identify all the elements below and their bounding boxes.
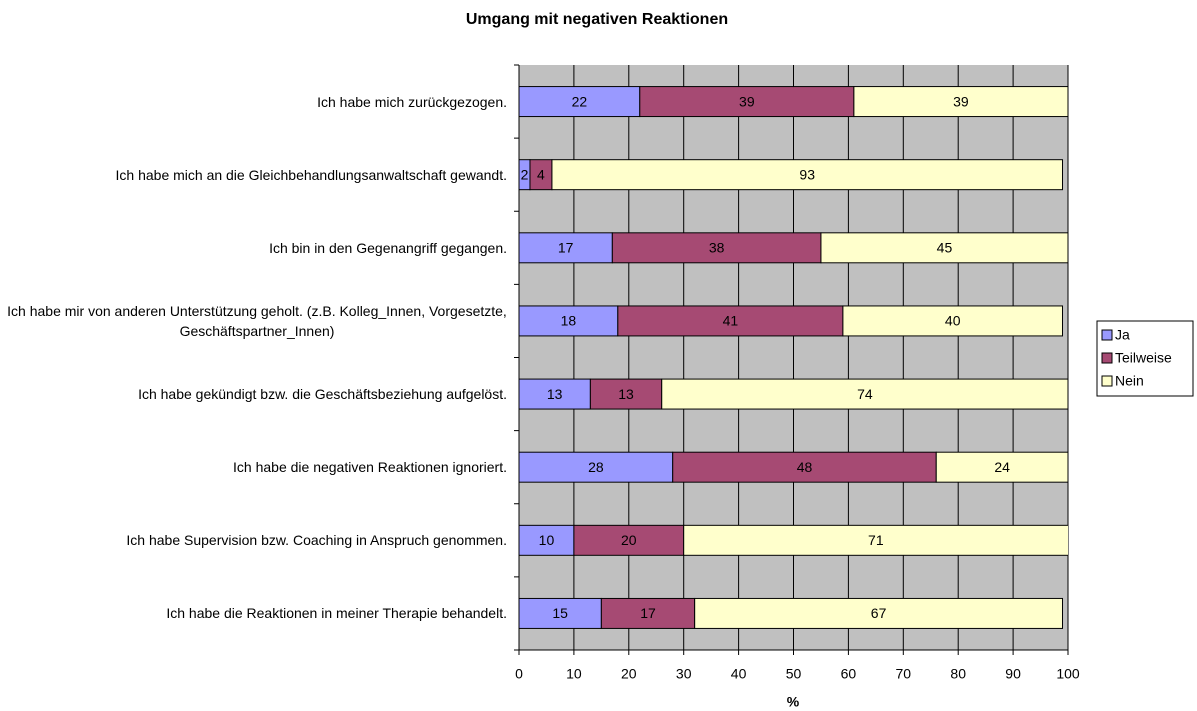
- data-label: 20: [621, 532, 637, 548]
- legend-label: Ja: [1115, 327, 1130, 343]
- category-text: Ich habe gekündigt bzw. die Geschäftsbez…: [138, 386, 507, 403]
- chart-title: Umgang mit negativen Reaktionen: [466, 11, 728, 28]
- bar-segment: [519, 451, 674, 483]
- category-text: Ich habe die negativen Reaktionen ignori…: [233, 459, 507, 476]
- data-label: 41: [723, 313, 739, 329]
- y-tick-label: Ich habe gekündigt bzw. die Geschäftsbez…: [7, 369, 507, 419]
- category-text: Ich bin in den Gegenangriff gegangen.: [269, 239, 507, 256]
- bar-segment: [589, 378, 663, 410]
- bar-segment: [639, 86, 855, 118]
- x-tick-label: 10: [566, 666, 582, 682]
- bar-segment: [935, 451, 1068, 483]
- category-text: Ich habe Supervision bzw. Coaching in An…: [126, 532, 507, 549]
- data-label: 15: [552, 605, 568, 621]
- bar-segment: [519, 524, 575, 556]
- data-label: 28: [588, 459, 604, 475]
- x-tick-label: 0: [515, 666, 523, 682]
- bar-segment: [519, 305, 619, 337]
- data-label: 22: [572, 93, 588, 109]
- legend-box: [1096, 320, 1194, 397]
- legend-swatch: [1101, 352, 1113, 364]
- data-label: 67: [871, 605, 887, 621]
- y-tick-label: Ich habe mir von anderen Unterstützung g…: [7, 296, 507, 346]
- category-text: Ich habe mich zurückgezogen.: [317, 93, 507, 110]
- bar-segment: [694, 597, 1064, 629]
- bar-segment: [611, 232, 822, 264]
- data-label: 2: [521, 166, 529, 182]
- data-label: 71: [868, 532, 884, 548]
- bar-segment: [551, 159, 1064, 191]
- bar-segment: [820, 232, 1068, 264]
- x-tick-label: 20: [621, 666, 637, 682]
- bar-segment: [683, 524, 1068, 556]
- x-axis-label: %: [787, 694, 800, 710]
- legend-swatch: [1101, 375, 1113, 387]
- legend-swatch: [1101, 329, 1113, 341]
- bar-segment: [617, 305, 844, 337]
- data-label: 48: [797, 459, 813, 475]
- category-text: Ich habe die Reaktionen in meiner Therap…: [166, 605, 507, 622]
- bar-segment: [519, 378, 591, 410]
- legend-label: Teilweise: [1115, 350, 1172, 366]
- data-label: 45: [937, 240, 953, 256]
- data-label: 17: [558, 240, 574, 256]
- data-label: 10: [539, 532, 555, 548]
- y-tick-label: Ich habe die negativen Reaktionen ignori…: [7, 442, 507, 492]
- bar-segment: [661, 378, 1068, 410]
- bars: [519, 86, 1068, 629]
- x-tick-label: 50: [786, 666, 802, 682]
- y-tick-label: Ich habe mich an die Gleichbehandlungsan…: [7, 150, 507, 200]
- x-tick-label: 30: [676, 666, 692, 682]
- data-label: 18: [561, 313, 577, 329]
- legend-label: Nein: [1115, 373, 1144, 389]
- y-tick-label: Ich habe die Reaktionen in meiner Therap…: [7, 588, 507, 638]
- data-label: 39: [953, 93, 969, 109]
- category-text: Ich habe mich an die Gleichbehandlungsan…: [115, 166, 507, 183]
- bar-segment: [573, 524, 685, 556]
- y-tick-label: Ich habe Supervision bzw. Coaching in An…: [7, 515, 507, 565]
- bar-segment: [842, 305, 1064, 337]
- data-label: 40: [945, 313, 961, 329]
- y-tick-label: Ich habe mich zurückgezogen.: [7, 77, 507, 127]
- data-label: 13: [618, 386, 634, 402]
- bar-segment: [519, 86, 641, 118]
- bar-segment: [519, 597, 602, 629]
- data-label: 39: [739, 93, 755, 109]
- x-tick-label: 60: [841, 666, 857, 682]
- data-label: 74: [857, 386, 873, 402]
- data-label: 24: [994, 459, 1010, 475]
- x-tick-label: 70: [896, 666, 912, 682]
- bar-segment: [672, 451, 937, 483]
- y-tick-label: Ich bin in den Gegenangriff gegangen.: [7, 223, 507, 273]
- category-text: Ich habe mir von anderen Unterstützung g…: [7, 302, 507, 339]
- x-tick-label: 40: [731, 666, 747, 682]
- data-label: 17: [640, 605, 656, 621]
- data-label: 13: [547, 386, 563, 402]
- data-label: 93: [799, 166, 815, 182]
- x-tick-label: 100: [1056, 666, 1080, 682]
- x-tick-label: 90: [1005, 666, 1021, 682]
- data-label: 4: [537, 166, 545, 182]
- bar-segment: [853, 86, 1068, 118]
- data-label: 38: [709, 240, 725, 256]
- bar-segment: [519, 232, 613, 264]
- x-tick-label: 80: [950, 666, 966, 682]
